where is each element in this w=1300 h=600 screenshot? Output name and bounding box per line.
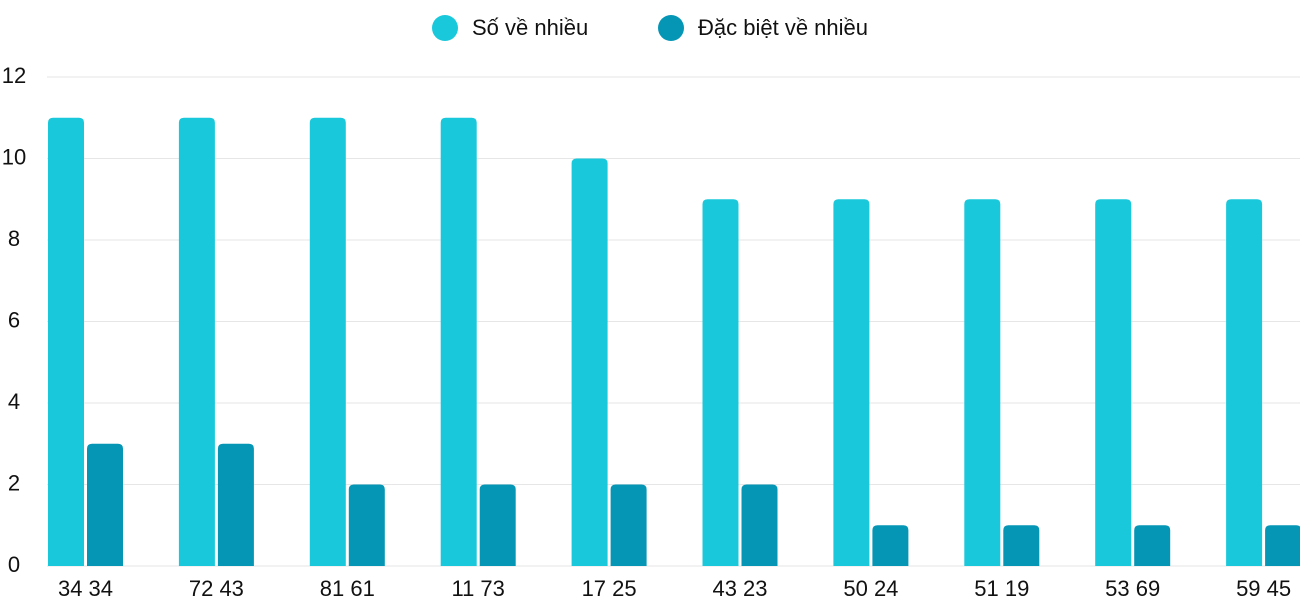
x-tick-label: 11 73	[451, 576, 504, 600]
x-tick-label: 43 23	[712, 576, 767, 600]
bar	[309, 117, 346, 566]
y-tick-label: 6	[8, 307, 20, 332]
x-tick-label: 53 69	[1105, 576, 1160, 600]
bar	[833, 199, 870, 566]
y-tick-label: 0	[8, 552, 20, 577]
bar	[1265, 525, 1300, 566]
bar	[872, 525, 909, 566]
bar	[964, 199, 1001, 566]
bar	[571, 158, 608, 566]
x-tick-label: 50 24	[843, 576, 898, 600]
bar	[217, 443, 254, 566]
bar	[1134, 525, 1171, 566]
bar	[1095, 199, 1132, 566]
x-tick-label: 51 19	[974, 576, 1029, 600]
x-tick-label: 17 25	[582, 576, 637, 600]
bar	[1003, 525, 1040, 566]
bar	[479, 484, 516, 566]
bar	[741, 484, 778, 566]
bar	[610, 484, 647, 566]
y-tick-label: 4	[8, 389, 20, 414]
bar	[440, 117, 477, 566]
bar	[87, 443, 123, 566]
bar	[702, 199, 739, 566]
bar	[1226, 199, 1263, 566]
x-tick-label: 59 45	[1236, 576, 1291, 600]
legend-marker	[658, 15, 684, 41]
legend-marker	[432, 15, 458, 41]
y-tick-label: 2	[8, 470, 20, 495]
bar	[178, 117, 215, 566]
legend-label: Số về nhiều	[472, 15, 588, 40]
y-tick-label: 12	[2, 63, 26, 88]
x-tick-label: 34 34	[58, 576, 113, 600]
y-tick-label: 8	[8, 226, 20, 251]
legend-label: Đặc biệt về nhiều	[698, 15, 868, 40]
bar	[48, 117, 84, 566]
y-tick-label: 10	[2, 144, 26, 169]
x-tick-label: 72 43	[189, 576, 244, 600]
x-tick-label: 81 61	[320, 576, 375, 600]
bar	[348, 484, 385, 566]
